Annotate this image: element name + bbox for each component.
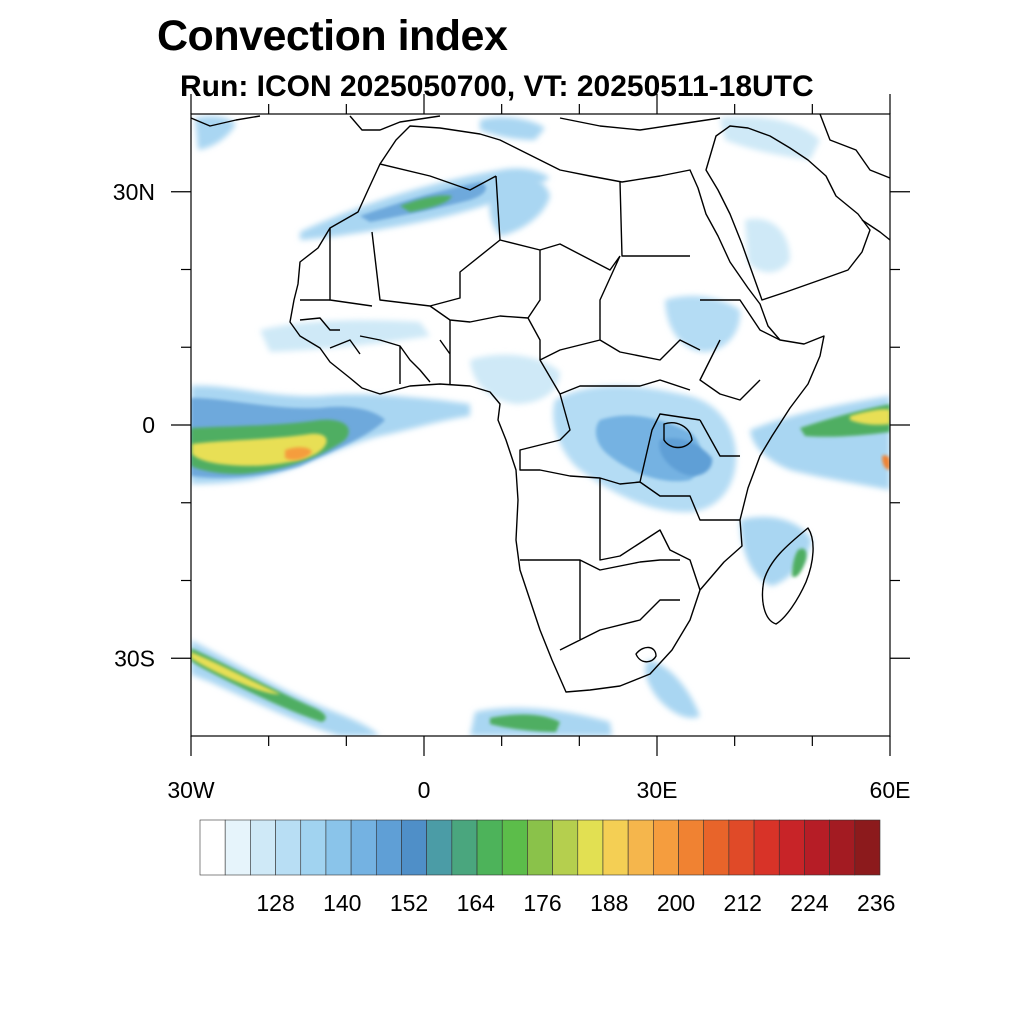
colorbar-box: [501, 819, 528, 876]
colorbar-box: [476, 819, 503, 876]
south-atlantic-band-light: [191, 640, 380, 736]
colorbar-box: [577, 819, 604, 876]
lon-tick-label: 30W: [167, 777, 215, 803]
north-africa-top-light: [480, 117, 545, 140]
lake-region-blue: [659, 438, 713, 476]
colorbar-labels: 128 140 152 164 176 188 200 212 224 236: [256, 890, 895, 916]
colorbar-box: [854, 819, 881, 876]
colorbar-box: [552, 819, 579, 876]
colorbar-box: [778, 819, 805, 876]
colorbar-box: [199, 819, 226, 876]
borders-west: [299, 299, 451, 384]
colorbar-box: [401, 819, 427, 876]
lake-victoria: [663, 422, 693, 449]
se-africa-light: [645, 660, 700, 718]
arabia-coastline: [705, 125, 871, 301]
lon-tick-label: 0: [418, 777, 431, 803]
westafrica-light: [260, 320, 430, 352]
gulf-coastline: [861, 219, 890, 241]
sahara-band-green: [400, 195, 452, 212]
colorbar: [199, 819, 881, 876]
colorbar-box: [375, 819, 402, 876]
colorbar-label: 200: [657, 890, 695, 916]
colorbar-box: [653, 819, 679, 876]
colorbar-label: 140: [323, 890, 361, 916]
colorbar-label: 212: [724, 890, 762, 916]
colorbar-label: 224: [790, 890, 829, 916]
colorbar-box: [527, 819, 553, 876]
lat-tick-label: 0: [142, 412, 155, 438]
colorbar-box: [627, 819, 654, 876]
africa-coastline: [289, 125, 825, 693]
arabia-light: [745, 218, 790, 273]
borders-north: [329, 163, 781, 651]
indian-ocean-orange: [882, 455, 890, 470]
colorbar-box: [602, 819, 629, 876]
lat-tick-label: 30N: [113, 179, 155, 205]
colorbar-box: [703, 819, 730, 876]
map-subtitle: Run: ICON 2025050700, VT: 20250511-18UTC: [180, 70, 814, 103]
map-plot-area: [191, 114, 890, 736]
colorbar-box: [300, 819, 327, 876]
turkey-coastline: [559, 117, 721, 131]
madagascar-green: [792, 548, 807, 578]
colorbar-label: 164: [457, 890, 496, 916]
colorbar-label: 188: [590, 890, 628, 916]
coastlines-borders: [191, 114, 890, 693]
map-tick-labels: 30N 0 30S 30W 0 30E 60E: [113, 179, 911, 803]
colorbar-box: [275, 819, 302, 876]
atlantic-itcz-orange: [285, 447, 312, 460]
south-band-green: [490, 714, 560, 732]
colorbar-box: [678, 819, 705, 876]
colorbar-box: [426, 819, 453, 876]
colorbar-box: [224, 819, 251, 876]
colorbar-label: 236: [857, 890, 895, 916]
colorbar-box: [728, 819, 755, 876]
colorbar-box: [829, 819, 856, 876]
gulf-guinea-light: [470, 354, 560, 404]
colorbar-box: [753, 819, 780, 876]
indian-ocean-yellow: [850, 409, 890, 425]
europe-coastline: [191, 115, 261, 127]
colorbar-box: [325, 819, 352, 876]
colorbar-box: [250, 819, 276, 876]
lon-tick-label: 60E: [870, 777, 911, 803]
lon-tick-label: 30E: [637, 777, 678, 803]
colorbar-label: 176: [523, 890, 561, 916]
ethiopia-light: [665, 295, 741, 352]
map-title: Convection index: [157, 12, 508, 60]
lat-tick-label: 30S: [114, 645, 155, 671]
colorbar-label: 152: [390, 890, 428, 916]
colorbar-box: [350, 819, 377, 876]
south-atlantic-band-yellow: [191, 652, 280, 695]
colorbar-box: [804, 819, 830, 876]
asia-coastline: [819, 114, 890, 179]
med-coastline: [349, 115, 441, 131]
madagascar-coastline: [761, 527, 814, 625]
map-ticks: [171, 94, 910, 756]
libya-light: [489, 176, 550, 236]
lesotho-outline: [635, 646, 657, 663]
colorbar-box: [451, 819, 478, 876]
colorbar-label: 128: [256, 890, 294, 916]
